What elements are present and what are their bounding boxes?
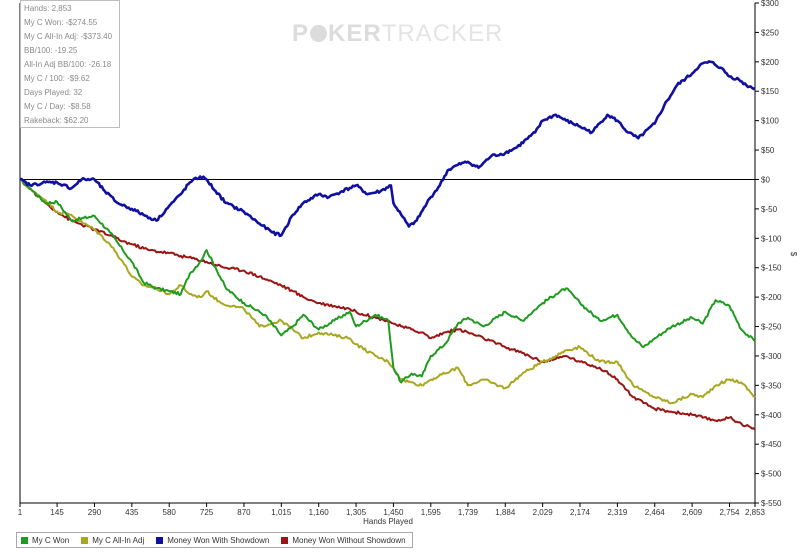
x-axis: 1 145 290 435 580 725 870 1,015 1,160 1,305 1,450 1…: [18, 503, 766, 517]
legend-swatch: [21, 536, 28, 544]
legend-item-money-won-with-showdown[interactable]: Money Won With Showdown: [156, 536, 269, 545]
legend-item-my-c-all-in-adj[interactable]: My C All-In Adj: [81, 536, 144, 545]
y-tick-label: $-450: [761, 440, 782, 449]
stat-my-c-won: My C Won: -$274.55: [24, 18, 98, 27]
y-tick-label: $-50: [761, 205, 778, 214]
y-tick-label: $-500: [761, 470, 782, 479]
x-tick-label: 2,029: [533, 508, 554, 517]
logo-text-p: P: [292, 20, 310, 47]
series-group: [19, 60, 756, 431]
x-tick-label: 2,174: [570, 508, 591, 517]
x-tick-label: 435: [125, 508, 139, 517]
y-tick-label: $-300: [761, 352, 782, 361]
y-tick-label: $-400: [761, 411, 782, 420]
legend-label: My C All-In Adj: [92, 535, 145, 545]
y-tick-label: $-150: [761, 264, 782, 273]
x-tick-label: 725: [200, 508, 214, 517]
x-tick-label: 1,015: [271, 508, 292, 517]
y-tick-label: $50: [761, 146, 775, 155]
stat-my-c-day: My C / Day: -$8.58: [24, 102, 91, 111]
y-tick-label: $0: [761, 175, 770, 184]
legend-item-money-won-without-showdown[interactable]: Money Won Without Showdown: [281, 535, 406, 545]
stat-my-c-allin-adj: My C All-In Adj: -$373.40: [24, 32, 113, 41]
y-axis: $300 $250 $200 $150 $100 $50 $0 $-50 $-100 $-150 $…: [755, 0, 782, 508]
y-tick-label: $-250: [761, 323, 782, 332]
legend-label: Money Won Without Showdown: [292, 535, 406, 545]
x-tick-label: 145: [50, 508, 64, 517]
stats-panel: Hands: 2,853 My C Won: -$274.55 My C All…: [20, 0, 120, 128]
logo-text-ker: KER: [328, 20, 382, 47]
y-tick-label: $200: [761, 58, 779, 67]
legend-item-my-c-won[interactable]: My C Won: [21, 536, 69, 545]
y-tick-label: $250: [761, 28, 779, 37]
x-tick-label: 2,754: [719, 508, 740, 517]
series-line-my-c-won: [19, 178, 756, 384]
x-tick-label: 870: [237, 508, 251, 517]
x-tick-label: 1,450: [383, 508, 404, 517]
plot-area: [19, 3, 756, 504]
y-tick-label: $300: [761, 0, 779, 8]
legend-swatch: [281, 536, 289, 544]
y-tick-label: $-200: [761, 293, 782, 302]
legend-swatch: [81, 536, 89, 544]
x-tick-label: 2,464: [645, 508, 666, 517]
x-tick-label: 2,319: [607, 508, 628, 517]
stat-days-played: Days Played: 32: [24, 88, 83, 97]
x-tick-label: 1,884: [495, 508, 516, 517]
series-line-my-c-all-in-adj: [19, 178, 756, 405]
x-tick-label: 1: [18, 508, 23, 517]
stat-bb-100: BB/100: -19.25: [24, 46, 78, 55]
x-axis-title: Hands Played: [363, 517, 413, 526]
poker-chip-icon: [310, 25, 328, 42]
logo-text-tracker: TRACKER: [381, 20, 504, 47]
legend-label: Money Won With Showdown: [167, 535, 270, 545]
y-tick-label: $150: [761, 87, 779, 96]
stat-rakeback: Rakeback: $62.20: [24, 116, 89, 125]
x-tick-label: 1,595: [421, 508, 442, 517]
stat-my-c-100: My C / 100: -$9.62: [24, 74, 90, 83]
x-tick-label: 1,305: [346, 508, 367, 517]
x-tick-label: 1,160: [309, 508, 330, 517]
y-tick-label: $-350: [761, 381, 782, 390]
y-tick-label: $-100: [761, 234, 782, 243]
legend-label: My C Won: [32, 535, 70, 545]
pokertracker-logo: P KERTRACKER: [292, 20, 503, 48]
y-tick-label: $100: [761, 117, 779, 126]
series-line-money-won-with-showdown: [19, 60, 756, 238]
x-tick-label: 580: [163, 508, 177, 517]
x-tick-label: 1,739: [458, 508, 479, 517]
stat-hands: Hands: 2,853: [24, 4, 72, 13]
x-tick-label: 2,853: [745, 508, 766, 517]
legend-swatch: [156, 536, 164, 544]
chart-legend: My C Won My C All-In Adj Money Won With Sh…: [16, 532, 413, 548]
stat-allin-adj-bb-100: All-In Adj BB/100: -26.18: [24, 60, 112, 69]
y-tick-label: $-550: [761, 499, 782, 508]
y-axis-title: $: [789, 252, 798, 257]
x-tick-label: 290: [88, 508, 102, 517]
x-tick-label: 2,609: [682, 508, 703, 517]
